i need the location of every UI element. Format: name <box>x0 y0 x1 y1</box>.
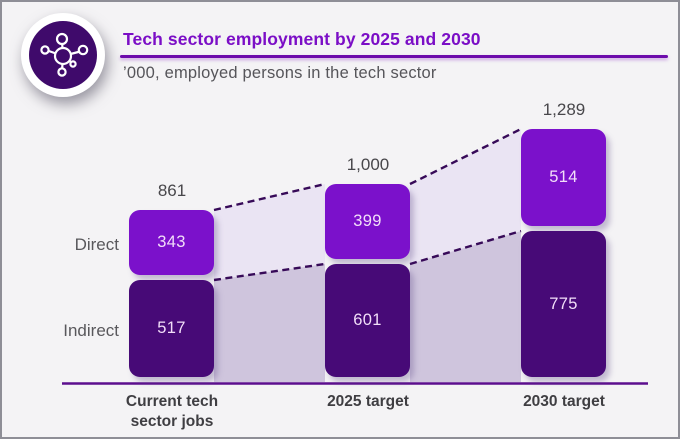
page-title: Tech sector employment by 2025 and 2030 <box>123 29 481 49</box>
bar-2025-indirect: 601 <box>325 264 410 377</box>
bar-current-indirect: 517 <box>129 280 214 377</box>
total-label-2025: 1,000 <box>346 155 390 174</box>
network-icon <box>18 9 112 103</box>
indirect-connector-1-2 <box>213 262 326 282</box>
bar-2030-indirect: 775 <box>521 231 606 377</box>
row-label-direct: Direct <box>74 235 119 254</box>
category-label-2025: 2025 target <box>327 393 409 410</box>
direct-band-1-2 <box>214 184 325 280</box>
total-label-2030: 1,289 <box>542 100 586 119</box>
indirect-band-1-2 <box>214 264 325 382</box>
category-label-2030: 2030 target <box>523 393 605 410</box>
bar-2025-direct: 399 <box>325 184 410 259</box>
indirect-connector-2-3 <box>409 229 522 266</box>
bar-current-direct: 343 <box>129 210 214 275</box>
direct-connector-2-3 <box>409 127 522 186</box>
indirect-band-2-3 <box>410 231 521 382</box>
row-label-indirect: Indirect <box>63 321 119 340</box>
direct-band-2-3 <box>410 129 521 264</box>
chart-subtitle: ’000, employed persons in the tech secto… <box>123 64 437 82</box>
bar-2030-direct: 514 <box>521 129 606 226</box>
total-label-current: 861 <box>157 181 187 200</box>
category-label-current: Current tech sector jobs <box>125 393 219 430</box>
direct-connector-1-2 <box>213 182 326 212</box>
title-underline <box>120 55 668 58</box>
